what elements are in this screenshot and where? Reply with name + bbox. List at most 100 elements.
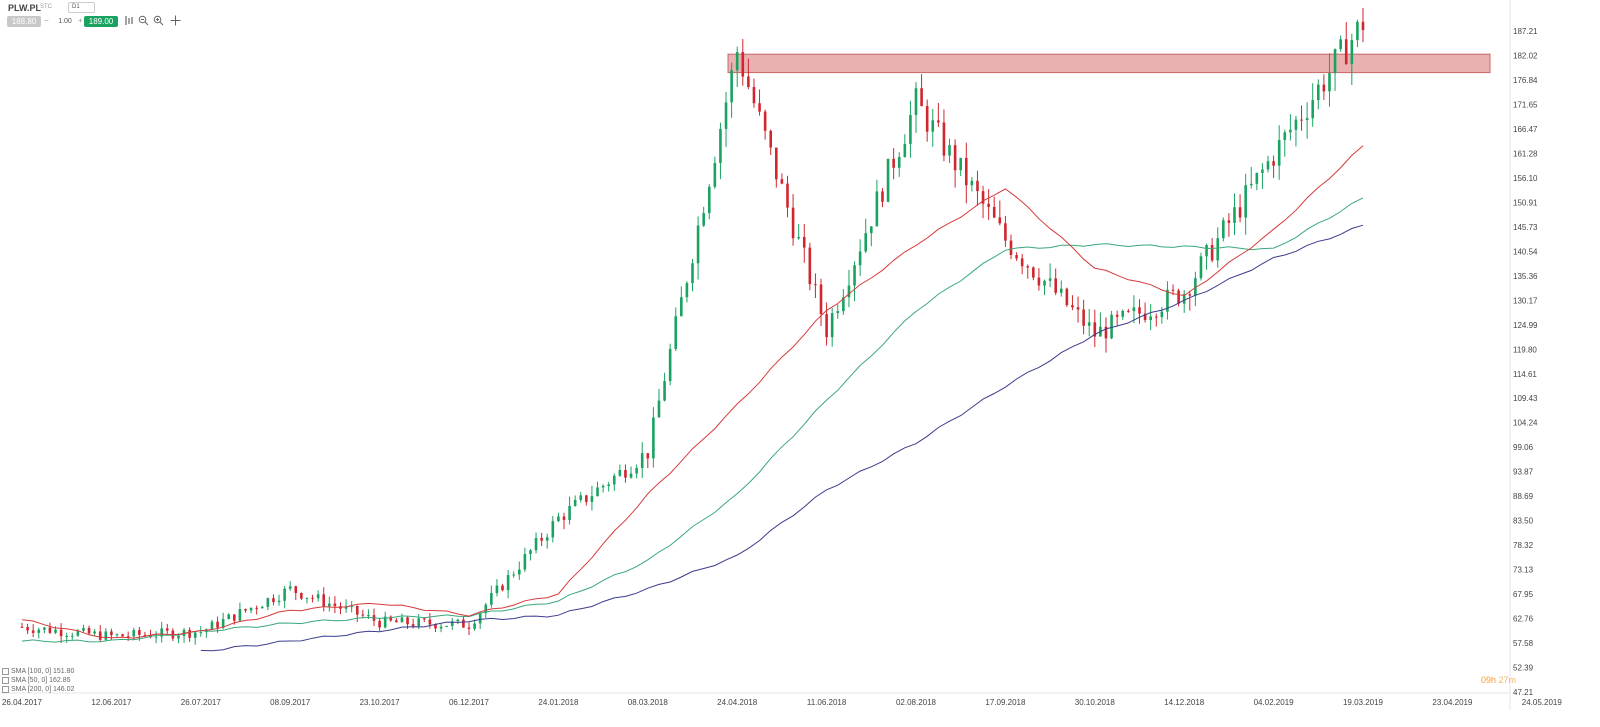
legend-item-sma200[interactable]: SMA [200, 0] 146.02: [2, 685, 74, 694]
candle: [1093, 309, 1097, 348]
candle: [93, 629, 96, 636]
candle: [322, 587, 326, 612]
candle: [517, 561, 521, 580]
candle: [668, 343, 672, 386]
timeframe-select[interactable]: D1: [68, 2, 95, 13]
zoom-out-icon[interactable]: [138, 15, 149, 26]
y-tick-label: 99.06: [1513, 443, 1534, 452]
candle: [501, 583, 504, 592]
y-tick-label: 62.76: [1513, 615, 1534, 624]
candle: [216, 616, 219, 633]
candle: [31, 624, 35, 638]
candle: [1110, 310, 1113, 340]
candle: [478, 611, 482, 630]
candle: [925, 99, 929, 142]
candle: [277, 594, 281, 606]
candle: [244, 608, 247, 613]
indicator-legend: SMA [100, 0] 151.80 SMA [50, 0] 162.85 S…: [2, 667, 74, 694]
candle: [959, 157, 962, 177]
sma100-line: [21, 197, 1364, 643]
candle: [1205, 243, 1208, 270]
candle: [1199, 252, 1203, 281]
candle: [1249, 166, 1253, 189]
candle: [601, 484, 605, 493]
candle: [1277, 125, 1281, 180]
candle: [596, 481, 599, 497]
candle: [786, 175, 789, 218]
candle: [110, 628, 113, 641]
candle: [903, 134, 907, 158]
candle: [283, 585, 286, 609]
candle: [1048, 263, 1052, 288]
candle: [881, 188, 884, 208]
candle: [26, 623, 29, 635]
legend-toggle-icon[interactable]: [2, 686, 9, 693]
candle: [98, 625, 102, 642]
candle: [1127, 308, 1130, 313]
candle: [389, 615, 393, 622]
chart-type-icon[interactable]: [124, 15, 135, 26]
quantity-input[interactable]: 1.00: [58, 18, 72, 25]
symbol-label[interactable]: PLW.PL: [8, 3, 42, 13]
candle: [238, 602, 242, 622]
candle: [1188, 290, 1192, 311]
legend-item-sma100[interactable]: SMA [100, 0] 151.80: [2, 667, 74, 676]
candle: [305, 597, 309, 604]
quantity-increase-button[interactable]: +: [78, 16, 83, 25]
buy-button[interactable]: 189.00: [84, 16, 118, 27]
y-tick-label: 150.91: [1513, 198, 1538, 207]
crosshair-icon[interactable]: [170, 15, 181, 26]
y-tick-label: 171.65: [1513, 100, 1538, 109]
quantity-decrease-button[interactable]: −: [44, 16, 49, 25]
candle: [1182, 289, 1186, 313]
candle: [82, 624, 85, 633]
candle: [814, 273, 817, 298]
candle: [875, 179, 879, 227]
x-tick-label: 23.04.2019: [1432, 698, 1473, 707]
candle: [395, 618, 398, 623]
candle: [529, 549, 532, 561]
x-tick-label: 24.01.2018: [538, 698, 579, 707]
x-tick-label: 30.10.2018: [1075, 698, 1116, 707]
candle: [37, 627, 41, 639]
candle: [730, 62, 733, 118]
y-tick-label: 135.36: [1513, 272, 1538, 281]
y-tick-label: 161.28: [1513, 149, 1538, 158]
y-tick-label: 78.32: [1513, 541, 1534, 550]
candle: [758, 89, 761, 116]
candle: [1222, 217, 1225, 242]
candle: [1104, 317, 1108, 353]
y-tick-label: 109.43: [1513, 394, 1538, 403]
candle: [439, 623, 443, 633]
candle: [724, 91, 728, 148]
legend-toggle-icon[interactable]: [2, 677, 9, 684]
candle: [948, 138, 951, 163]
candle: [1361, 7, 1365, 43]
candle: [1255, 172, 1259, 191]
candle: [1350, 33, 1354, 85]
candle: [378, 618, 381, 631]
x-tick-label: 12.06.2017: [91, 698, 132, 707]
candle: [467, 622, 471, 636]
candle: [830, 307, 834, 347]
candle: [1026, 264, 1030, 279]
candle: [311, 594, 314, 603]
y-tick-label: 187.21: [1513, 27, 1538, 36]
sell-button[interactable]: 188.80: [7, 16, 41, 27]
y-tick-label: 176.84: [1513, 76, 1538, 85]
candle: [819, 278, 823, 327]
candle: [652, 407, 655, 468]
candle: [937, 102, 940, 127]
candle: [618, 464, 622, 477]
candle: [870, 226, 873, 247]
legend-item-sma50[interactable]: SMA [50, 0] 162.85: [2, 676, 74, 685]
y-tick-label: 124.99: [1513, 321, 1538, 330]
zoom-in-icon[interactable]: [153, 15, 164, 26]
candle: [1059, 280, 1063, 297]
candle: [735, 46, 739, 88]
candle: [495, 579, 499, 597]
y-axis: 187.21 182.02 176.84 171.65 166.47 161.28 156.…: [1513, 27, 1538, 697]
candle: [713, 156, 717, 189]
legend-toggle-icon[interactable]: [2, 668, 9, 675]
